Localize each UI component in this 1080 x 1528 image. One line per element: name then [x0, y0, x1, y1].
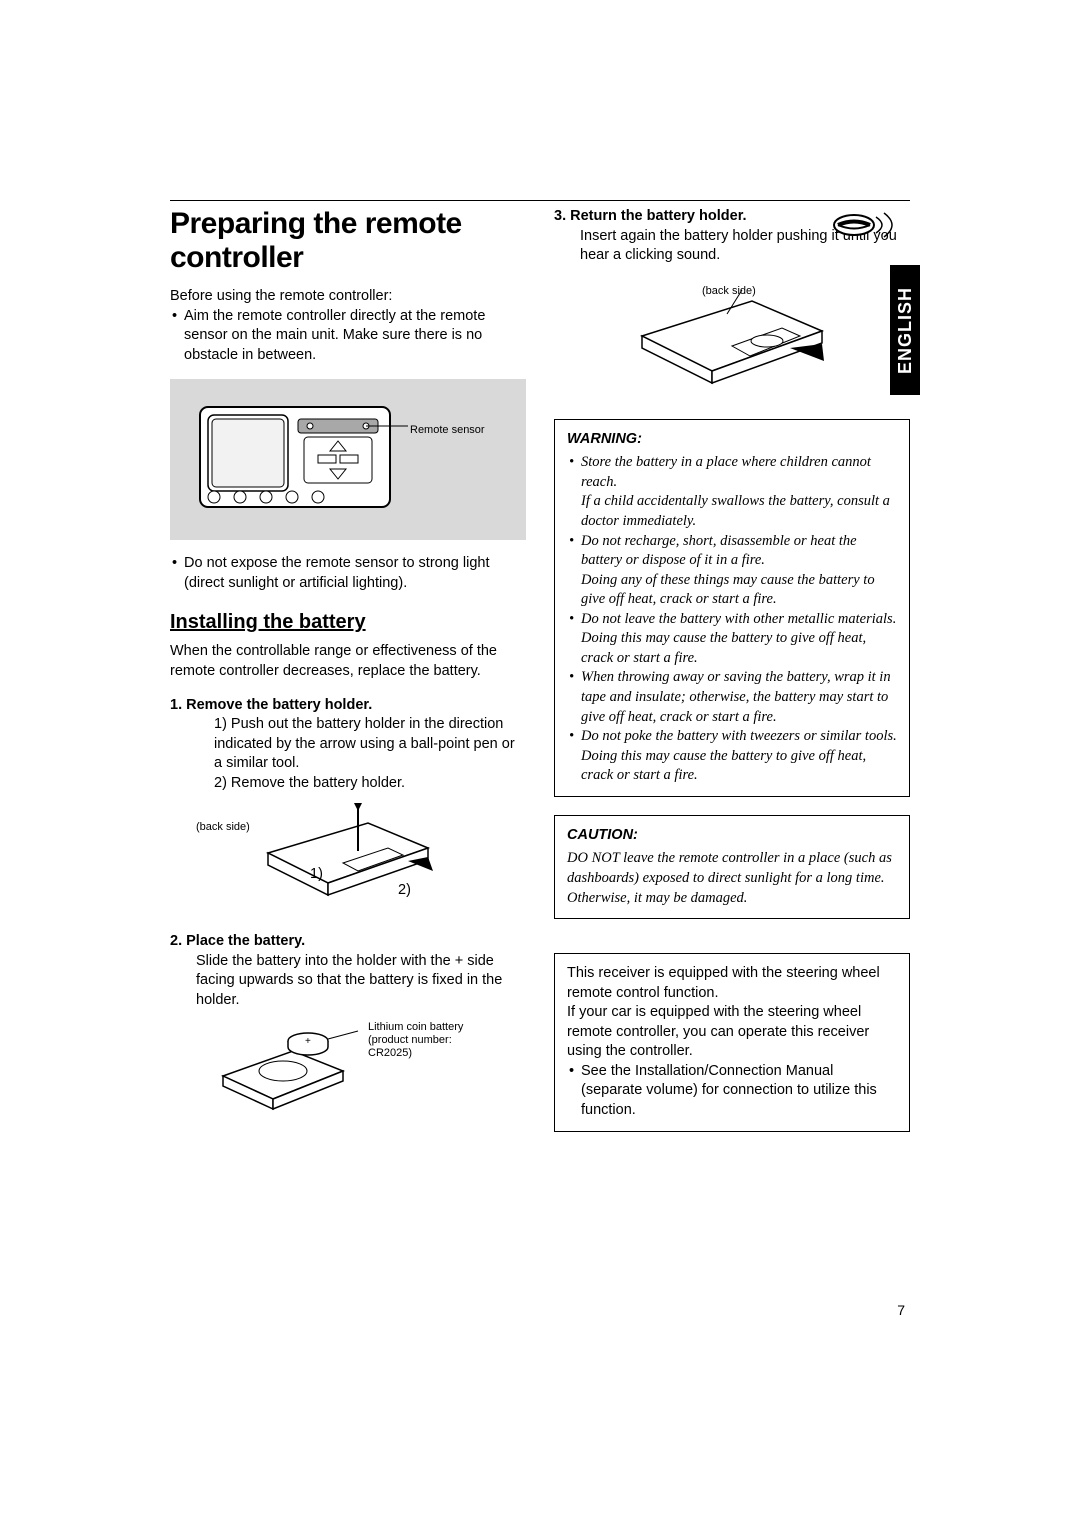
caution-text: DO NOT leave the remote controller in a … — [567, 849, 897, 908]
install-heading: Installing the battery — [170, 611, 526, 634]
battery-product-label: Lithium coin battery (product number: CR… — [368, 1021, 488, 1061]
content-columns: Preparing the remote controller Before u… — [170, 207, 910, 1140]
back-side-label: (back side) — [196, 821, 250, 833]
brand-logo — [832, 210, 910, 245]
fig1-label-2: 2) — [398, 882, 411, 898]
step1-a: 1) Push out the battery holder in the di… — [196, 715, 526, 774]
warning-label: WARNING: — [567, 430, 897, 450]
manual-page: ENGLISH Preparing the remote controller … — [0, 0, 1080, 1528]
warning-item: Store the battery in a place where child… — [567, 453, 897, 531]
light-bullet: Do not expose the remote sensor to stron… — [170, 554, 526, 593]
warning-item: When throwing away or saving the battery… — [567, 668, 897, 727]
step2-title: 2. Place the battery. — [170, 932, 526, 952]
remove-holder-figure: (back side) 1) 2) — [170, 803, 526, 918]
right-column: 3. Return the battery holder. Insert aga… — [554, 207, 910, 1140]
caution-label: CAUTION: — [567, 826, 897, 846]
info-p2: If your car is equipped with the steerin… — [567, 1003, 897, 1062]
intro-text: Before using the remote controller: — [170, 287, 526, 307]
place-battery-figure: + Lithium coin battery (product number: … — [170, 1021, 526, 1126]
warning-list: Store the battery in a place where child… — [567, 453, 897, 786]
top-rule — [170, 200, 910, 201]
info-p1: This receiver is equipped with the steer… — [567, 964, 897, 1003]
step1-body: 1) Push out the battery holder in the di… — [170, 715, 526, 793]
warning-box: WARNING: Store the battery in a place wh… — [554, 419, 910, 797]
left-column: Preparing the remote controller Before u… — [170, 207, 526, 1140]
language-tab-label: ENGLISH — [895, 286, 916, 373]
warning-item: Do not poke the battery with tweezers or… — [567, 727, 897, 786]
step2-body: Slide the battery into the holder with t… — [170, 952, 526, 1011]
step1-title: 1. Remove the battery holder. — [170, 696, 526, 716]
return-holder-figure: (back side) — [554, 276, 910, 401]
fig1-label-1: 1) — [310, 866, 323, 882]
warning-item: Do not recharge, short, disassemble or h… — [567, 532, 897, 610]
language-tab: ENGLISH — [890, 265, 920, 395]
step1-b: 2) Remove the battery holder. — [196, 774, 526, 794]
page-number: 7 — [897, 1302, 905, 1318]
svg-text:+: + — [305, 1036, 311, 1047]
intro-bullet: Aim the remote controller directly at th… — [170, 307, 526, 366]
info-bullet: See the Installation/Connection Manual (… — [567, 1062, 897, 1121]
remote-sensor-figure: Remote sensor — [170, 379, 526, 540]
caution-box: CAUTION: DO NOT leave the remote control… — [554, 815, 910, 919]
step2-text: Slide the battery into the holder with t… — [196, 952, 526, 1011]
back-side-label-r: (back side) — [702, 285, 756, 297]
light-bullet-list: Do not expose the remote sensor to stron… — [170, 554, 526, 593]
warning-item: Do not leave the battery with other meta… — [567, 610, 897, 669]
intro-bullet-list: Aim the remote controller directly at th… — [170, 307, 526, 366]
info-box: This receiver is equipped with the steer… — [554, 953, 910, 1132]
remote-sensor-label: Remote sensor — [410, 424, 485, 436]
info-bullet-list: See the Installation/Connection Manual (… — [567, 1062, 897, 1121]
install-intro: When the controllable range or effective… — [170, 642, 526, 681]
section-title: Preparing the remote controller — [170, 207, 526, 275]
